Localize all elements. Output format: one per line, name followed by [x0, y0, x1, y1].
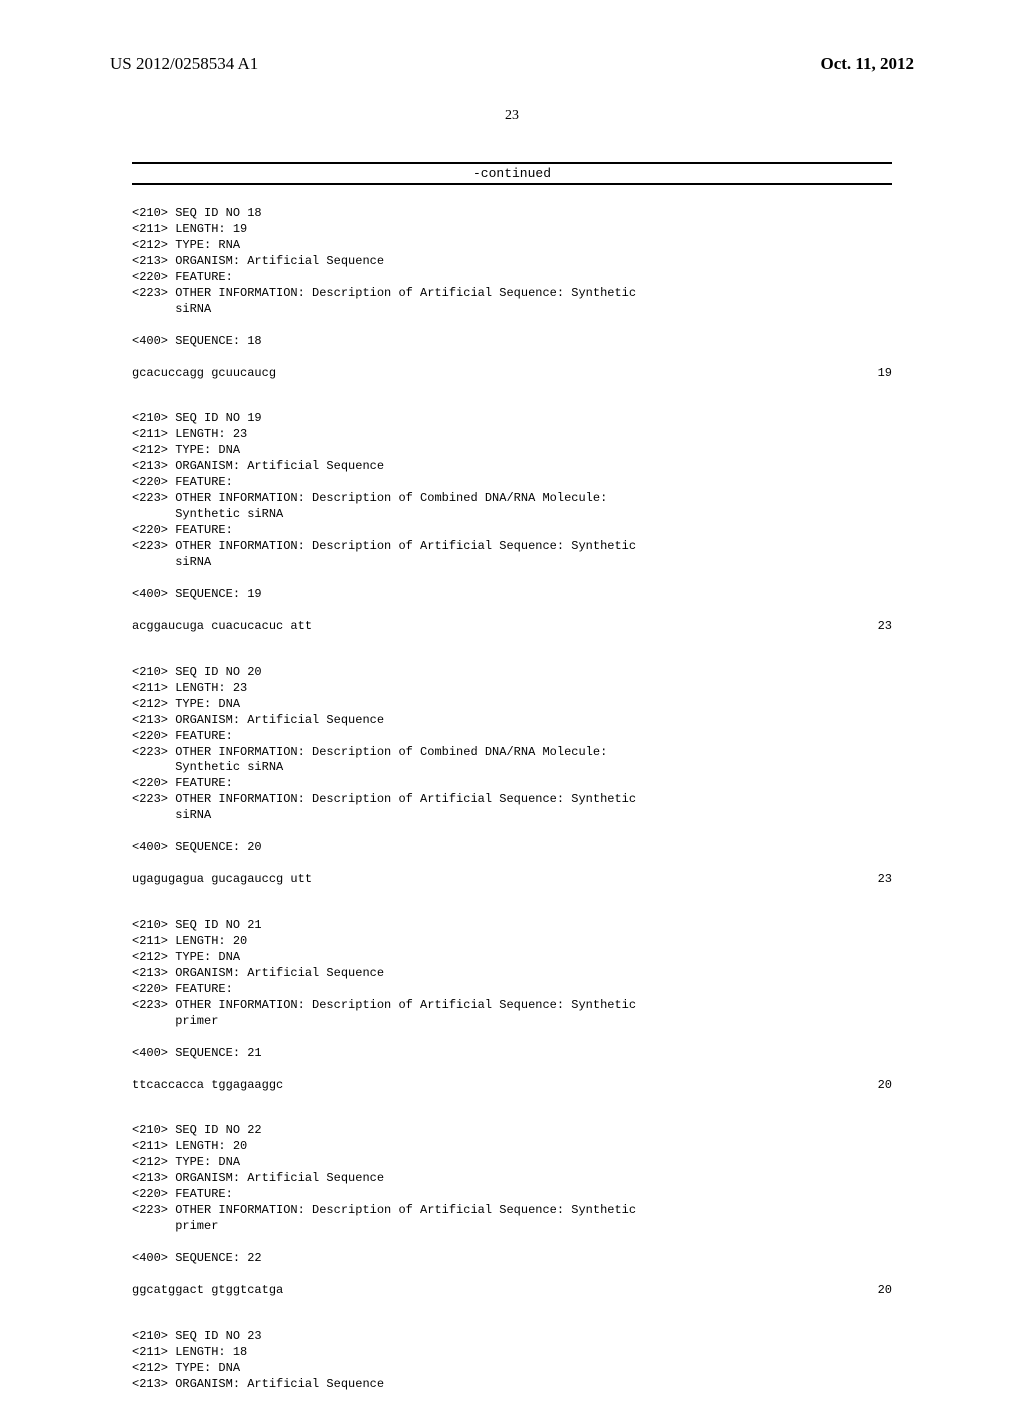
sequence-label: <400> SEQUENCE: 18: [132, 334, 892, 350]
publication-date: Oct. 11, 2012: [821, 54, 915, 74]
sequence-meta-line: <210> SEQ ID NO 18: [132, 206, 892, 222]
sequence-length: 23: [878, 619, 892, 635]
sequence-meta-line: <210> SEQ ID NO 20: [132, 665, 892, 681]
sequence-text: ttcaccacca tggagaaggc: [132, 1078, 283, 1094]
sequence-meta-line: primer: [132, 1219, 892, 1235]
page-number: 23: [0, 108, 1024, 124]
sequence-meta-line: <223> OTHER INFORMATION: Description of …: [132, 286, 892, 302]
sequence-meta-line: <210> SEQ ID NO 19: [132, 411, 892, 427]
publication-number: US 2012/0258534 A1: [110, 54, 258, 74]
sequence-meta-line: <213> ORGANISM: Artificial Sequence: [132, 966, 892, 982]
sequence-length: 20: [878, 1078, 892, 1094]
sequence-meta-line: <223> OTHER INFORMATION: Description of …: [132, 792, 892, 808]
sequence-length: 23: [878, 872, 892, 888]
sequence-meta-line: <211> LENGTH: 23: [132, 427, 892, 443]
sequence-meta-line: <212> TYPE: DNA: [132, 1155, 892, 1171]
sequence-meta-line: <223> OTHER INFORMATION: Description of …: [132, 1203, 892, 1219]
sequence-text: gcacuccagg gcuucaucg: [132, 366, 276, 382]
sequence-row: acggaucuga cuacucacuc att 23: [132, 619, 892, 635]
sequence-meta-line: <212> TYPE: DNA: [132, 697, 892, 713]
sequence-meta-line: primer: [132, 1014, 892, 1030]
sequence-row: ttcaccacca tggagaaggc 20: [132, 1078, 892, 1094]
sequence-label: <400> SEQUENCE: 19: [132, 587, 892, 603]
sequence-meta-line: <220> FEATURE:: [132, 523, 892, 539]
sequence-meta-line: <220> FEATURE:: [132, 982, 892, 998]
sequence-length: 20: [878, 1283, 892, 1299]
sequence-text: ggcatggact gtggtcatga: [132, 1283, 283, 1299]
sequence-meta-line: <212> TYPE: RNA: [132, 238, 892, 254]
continued-block: -continued: [132, 160, 892, 187]
sequence-meta-line: <220> FEATURE:: [132, 270, 892, 286]
top-rule: [132, 162, 892, 164]
sequence-label: <400> SEQUENCE: 22: [132, 1251, 892, 1267]
sequence-meta-line: <212> TYPE: DNA: [132, 443, 892, 459]
sequence-meta-line: <210> SEQ ID NO 22: [132, 1123, 892, 1139]
sequence-meta-line: <211> LENGTH: 20: [132, 934, 892, 950]
sequence-length: 19: [878, 366, 892, 382]
sequence-meta-line: <213> ORGANISM: Artificial Sequence: [132, 713, 892, 729]
sequence-label: <400> SEQUENCE: 21: [132, 1046, 892, 1062]
sequence-meta-line: <210> SEQ ID NO 21: [132, 918, 892, 934]
sequence-meta-line: <210> SEQ ID NO 23: [132, 1329, 892, 1345]
sequence-entry: <210> SEQ ID NO 21<211> LENGTH: 20<212> …: [132, 918, 892, 1109]
sequence-meta-line: <220> FEATURE:: [132, 729, 892, 745]
sequence-meta-line: <212> TYPE: DNA: [132, 1361, 892, 1377]
sequence-entry: <210> SEQ ID NO 20<211> LENGTH: 23<212> …: [132, 665, 892, 904]
sequence-meta-line: <223> OTHER INFORMATION: Description of …: [132, 539, 892, 555]
sequence-entry: <210> SEQ ID NO 23<211> LENGTH: 18<212> …: [132, 1329, 892, 1393]
sequence-meta-line: <220> FEATURE:: [132, 475, 892, 491]
sequence-row: ggcatggact gtggtcatga 20: [132, 1283, 892, 1299]
sequence-text: ugagugagua gucagauccg utt: [132, 872, 312, 888]
sequence-text: acggaucuga cuacucacuc att: [132, 619, 312, 635]
sequence-meta-line: <220> FEATURE:: [132, 776, 892, 792]
sequence-meta-line: <213> ORGANISM: Artificial Sequence: [132, 1171, 892, 1187]
sequence-listing: <210> SEQ ID NO 18<211> LENGTH: 19<212> …: [132, 206, 892, 1407]
bottom-rule: [132, 183, 892, 185]
sequence-meta-line: siRNA: [132, 555, 892, 571]
sequence-meta-line: Synthetic siRNA: [132, 507, 892, 523]
sequence-label: <400> SEQUENCE: 20: [132, 840, 892, 856]
sequence-meta-line: <212> TYPE: DNA: [132, 950, 892, 966]
sequence-meta-line: <213> ORGANISM: Artificial Sequence: [132, 1377, 892, 1393]
sequence-meta-line: <223> OTHER INFORMATION: Description of …: [132, 491, 892, 507]
page-header: US 2012/0258534 A1 Oct. 11, 2012: [110, 54, 914, 74]
sequence-meta-line: siRNA: [132, 808, 892, 824]
continued-label: -continued: [132, 166, 892, 181]
sequence-meta-line: <211> LENGTH: 20: [132, 1139, 892, 1155]
sequence-entry: <210> SEQ ID NO 18<211> LENGTH: 19<212> …: [132, 206, 892, 397]
sequence-meta-line: Synthetic siRNA: [132, 760, 892, 776]
sequence-meta-line: <211> LENGTH: 19: [132, 222, 892, 238]
sequence-meta-line: <220> FEATURE:: [132, 1187, 892, 1203]
sequence-meta-line: <213> ORGANISM: Artificial Sequence: [132, 254, 892, 270]
sequence-meta-line: <223> OTHER INFORMATION: Description of …: [132, 998, 892, 1014]
sequence-meta-line: <213> ORGANISM: Artificial Sequence: [132, 459, 892, 475]
sequence-entry: <210> SEQ ID NO 19<211> LENGTH: 23<212> …: [132, 411, 892, 650]
sequence-meta-line: <211> LENGTH: 23: [132, 681, 892, 697]
sequence-meta-line: <223> OTHER INFORMATION: Description of …: [132, 745, 892, 761]
sequence-meta-line: <211> LENGTH: 18: [132, 1345, 892, 1361]
sequence-meta-line: siRNA: [132, 302, 892, 318]
sequence-row: ugagugagua gucagauccg utt 23: [132, 872, 892, 888]
sequence-entry: <210> SEQ ID NO 22<211> LENGTH: 20<212> …: [132, 1123, 892, 1314]
sequence-row: gcacuccagg gcuucaucg 19: [132, 366, 892, 382]
